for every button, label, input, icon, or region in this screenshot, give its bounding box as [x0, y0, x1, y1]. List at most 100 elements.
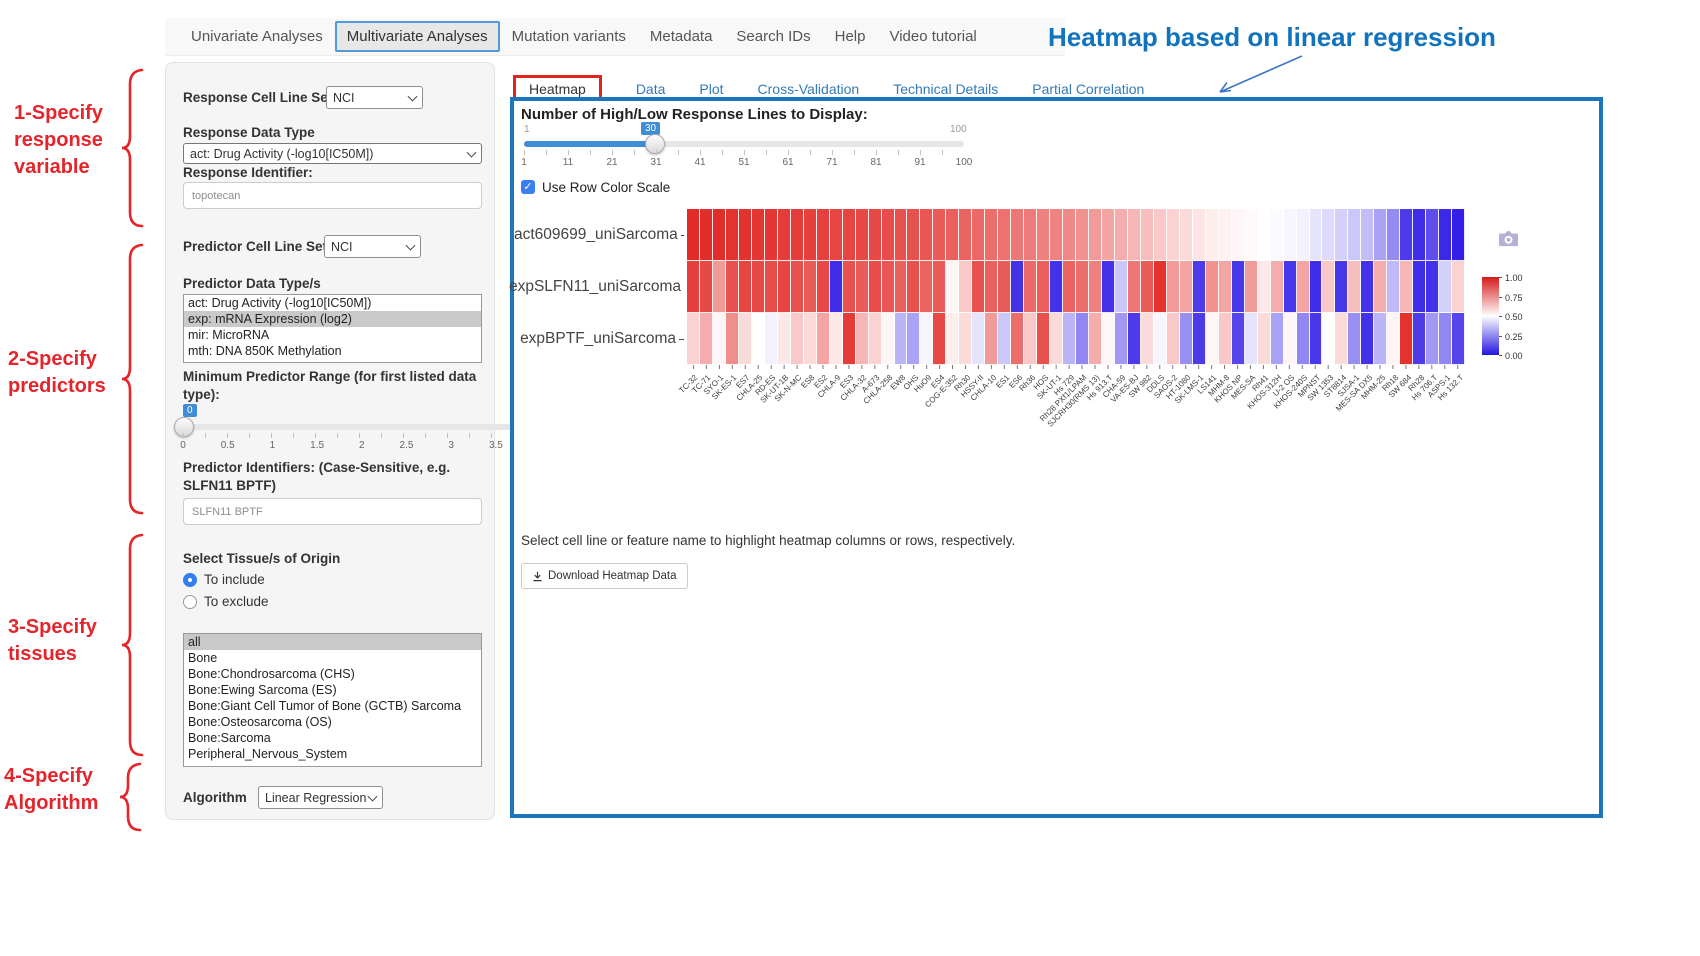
tissue-origin-listbox[interactable]: all Bone Bone:Chondrosarcoma (CHS) Bone:Ewi… — [183, 633, 482, 767]
listbox-option-exp-mrna-expression-log2-[interactable]: exp: mRNA Expression (log2) — [184, 311, 481, 327]
heatmap-cell[interactable] — [699, 313, 713, 365]
heatmap-cell[interactable] — [816, 261, 830, 313]
heatmap-cell[interactable] — [946, 209, 960, 261]
heatmap-cell[interactable] — [1076, 313, 1090, 365]
heatmap-cell[interactable] — [1257, 313, 1271, 365]
results-tab-cross-validation[interactable]: Cross-Validation — [757, 81, 860, 97]
heatmap-cell[interactable] — [868, 261, 882, 313]
row-color-scale-label[interactable]: Use Row Color Scale — [542, 180, 671, 195]
heatmap-cell[interactable] — [1400, 313, 1414, 365]
heatmap-cell[interactable] — [972, 313, 986, 365]
heatmap-cell[interactable] — [1076, 209, 1090, 261]
listbox-option-peripheral-nervous-system[interactable]: Peripheral_Nervous_System — [188, 747, 348, 761]
heatmap-cell[interactable] — [972, 209, 986, 261]
heatmap-cell[interactable] — [803, 209, 817, 261]
heatmap-cell[interactable] — [933, 261, 947, 313]
heatmap-cell[interactable] — [1089, 209, 1102, 261]
heatmap-cell[interactable] — [816, 209, 830, 261]
heatmap-cell[interactable] — [1335, 209, 1349, 261]
heatmap-cell[interactable] — [816, 313, 830, 365]
heatmap-cell[interactable] — [972, 261, 986, 313]
heatmap-cell[interactable] — [1322, 313, 1336, 365]
heatmap-cell[interactable] — [1296, 313, 1310, 365]
heatmap-cell[interactable] — [1011, 313, 1025, 365]
heatmap-cell[interactable] — [1309, 209, 1323, 261]
heatmap-cell[interactable] — [1231, 209, 1245, 261]
heatmap-cell[interactable] — [868, 209, 882, 261]
heatmap-cell[interactable] — [933, 313, 947, 365]
heatmap-cell[interactable] — [1309, 313, 1323, 365]
min-predictor-range-slider-track[interactable] — [183, 424, 630, 430]
response-cell-line-set-select[interactable]: NCI — [326, 86, 423, 109]
heatmap-cell[interactable] — [1426, 209, 1440, 261]
heatmap-cell[interactable] — [1153, 261, 1167, 313]
heatmap-cell[interactable] — [894, 313, 908, 365]
heatmap-cell[interactable] — [920, 209, 934, 261]
heatmap-cell[interactable] — [751, 261, 765, 313]
heatmap-cell[interactable] — [1413, 261, 1427, 313]
heatmap-cell[interactable] — [1257, 261, 1271, 313]
heatmap-cell[interactable] — [725, 209, 739, 261]
heatmap-cell[interactable] — [1153, 209, 1167, 261]
listbox-option-mth-dna-850k-methylation[interactable]: mth: DNA 850K Methylation — [188, 344, 342, 358]
heatmap-cell[interactable] — [1179, 209, 1193, 261]
heatmap-cell[interactable] — [1218, 209, 1232, 261]
tissue-include-radio-label[interactable]: To include — [204, 572, 265, 587]
heatmap-cell[interactable] — [1361, 313, 1375, 365]
heatmap-cell[interactable] — [790, 261, 804, 313]
heatmap-cell[interactable] — [1231, 261, 1245, 313]
heatmap-cell[interactable] — [1374, 209, 1388, 261]
heatmap-cell[interactable] — [1179, 313, 1193, 365]
heatmap-cell[interactable] — [1127, 209, 1141, 261]
heatmap-cell[interactable] — [1127, 313, 1141, 365]
heatmap-cell[interactable] — [907, 209, 921, 261]
heatmap-cell[interactable] — [920, 261, 934, 313]
heatmap-cell[interactable] — [1400, 209, 1414, 261]
heatmap-cell[interactable] — [907, 261, 921, 313]
heatmap-cell[interactable] — [1257, 209, 1271, 261]
response-identifier-input[interactable]: topotecan — [183, 182, 482, 209]
heatmap-cell[interactable] — [1205, 261, 1219, 313]
heatmap-cell[interactable] — [764, 209, 778, 261]
heatmap-cell[interactable] — [920, 313, 934, 365]
listbox-option-bone[interactable]: Bone — [188, 651, 218, 665]
heatmap-cell[interactable] — [1374, 313, 1388, 365]
heatmap-cell[interactable] — [687, 261, 700, 313]
heatmap-cell[interactable] — [1024, 209, 1038, 261]
heatmap-cell[interactable] — [959, 209, 973, 261]
heatmap-cell[interactable] — [738, 313, 752, 365]
tissue-exclude-radio[interactable] — [183, 595, 197, 609]
heatmap-cell[interactable] — [1024, 261, 1038, 313]
heatmap-cell[interactable] — [998, 313, 1012, 365]
heatmap-cell[interactable] — [1089, 313, 1102, 365]
heatmap-cell[interactable] — [1063, 209, 1077, 261]
download-heatmap-data-button[interactable]: Download Heatmap Data — [521, 563, 688, 589]
heatmap-cell[interactable] — [777, 313, 791, 365]
heatmap-cell[interactable] — [881, 209, 895, 261]
heatmap-cell[interactable] — [712, 261, 726, 313]
tissue-include-radio[interactable] — [183, 573, 197, 587]
heatmap-cell[interactable] — [1309, 261, 1323, 313]
heatmap-cell[interactable] — [1127, 261, 1141, 313]
heatmap-cell[interactable] — [855, 209, 869, 261]
heatmap-cell[interactable] — [1153, 313, 1167, 365]
heatmap-cell[interactable] — [907, 313, 921, 365]
heatmap-cell[interactable] — [1387, 261, 1401, 313]
heatmap-cell[interactable] — [1270, 261, 1284, 313]
heatmap-cell[interactable] — [790, 313, 804, 365]
heatmap-cell[interactable] — [777, 261, 791, 313]
heatmap-cell[interactable] — [1050, 209, 1064, 261]
heatmap-cell[interactable] — [725, 313, 739, 365]
heatmap-cell[interactable] — [1231, 313, 1245, 365]
heatmap-cell[interactable] — [1076, 261, 1090, 313]
heatmap-cell[interactable] — [1244, 313, 1258, 365]
nav-tab-video-tutorial[interactable]: Video tutorial — [889, 28, 977, 45]
heatmap-cell[interactable] — [1140, 261, 1154, 313]
heatmap-cell[interactable] — [803, 313, 817, 365]
heatmap-cell[interactable] — [894, 261, 908, 313]
heatmap-cell[interactable] — [1283, 261, 1297, 313]
heatmap-cell[interactable] — [687, 313, 700, 365]
heatmap-cell[interactable] — [1348, 209, 1362, 261]
heatmap-cell[interactable] — [1413, 313, 1427, 365]
heatmap-cell[interactable] — [777, 209, 791, 261]
